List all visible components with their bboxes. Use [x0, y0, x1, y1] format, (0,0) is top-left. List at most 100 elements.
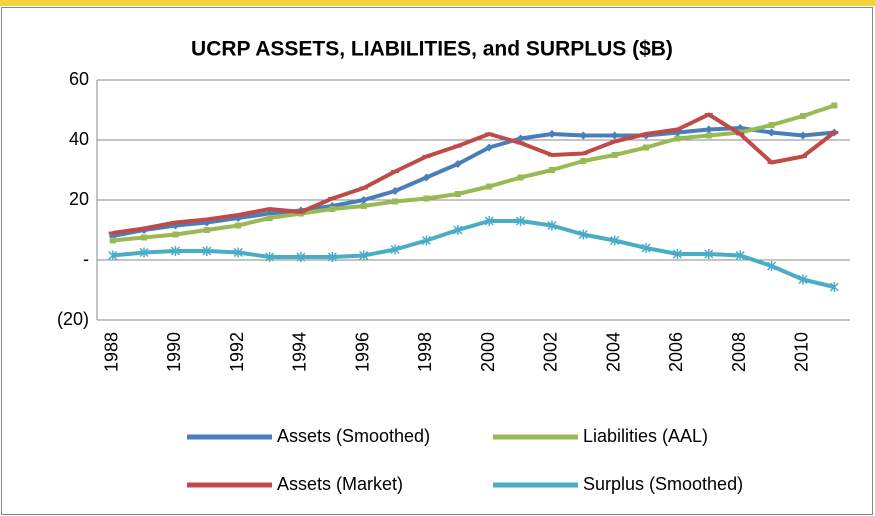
y-tick-label: 60: [69, 69, 89, 89]
marker: [735, 250, 745, 261]
marker: [673, 128, 682, 131]
marker: [202, 218, 211, 221]
marker: [798, 131, 807, 140]
marker: [611, 152, 618, 158]
marker: [516, 141, 525, 145]
marker: [235, 222, 242, 229]
marker: [453, 144, 462, 148]
x-tick-label: 2004: [603, 332, 623, 372]
x-tick-label: 1994: [290, 332, 310, 372]
marker: [799, 113, 806, 119]
marker: [140, 227, 149, 230]
top-strip: [0, 0, 875, 6]
marker: [798, 274, 808, 285]
marker: [359, 186, 368, 190]
marker: [296, 210, 305, 214]
marker: [359, 250, 369, 261]
marker: [672, 249, 682, 259]
marker: [454, 191, 461, 197]
chart-border: [1, 7, 873, 515]
x-tick-label: 2010: [792, 332, 812, 372]
x-tick-label: 1998: [415, 332, 435, 372]
series-line: [112, 219, 835, 289]
marker: [265, 252, 275, 262]
marker: [139, 247, 149, 258]
series-line: [112, 103, 835, 243]
marker: [392, 198, 399, 205]
marker: [704, 113, 713, 116]
marker: [453, 225, 463, 235]
series-line: [112, 112, 836, 235]
series-line: [112, 126, 835, 238]
marker: [579, 152, 588, 155]
marker: [233, 247, 243, 258]
chart-title: UCRP ASSETS, LIABILITIES, and SURPLUS ($…: [191, 38, 673, 61]
marker: [767, 161, 776, 164]
marker: [266, 215, 273, 221]
marker: [767, 261, 777, 271]
marker: [578, 229, 588, 240]
legend-label: Assets (Smoothed): [277, 426, 430, 446]
marker: [203, 227, 210, 233]
x-tick-label: 1990: [164, 332, 184, 372]
marker: [391, 170, 400, 173]
marker: [108, 250, 118, 261]
marker: [547, 220, 557, 231]
marker: [768, 122, 775, 128]
marker: [547, 130, 556, 138]
marker: [421, 235, 431, 246]
marker: [704, 249, 714, 259]
marker: [580, 158, 587, 164]
marker: [642, 132, 651, 136]
marker: [486, 183, 493, 190]
y-tick-label: (20): [57, 309, 89, 329]
marker: [172, 231, 179, 238]
legend-label: Surplus (Smoothed): [583, 474, 743, 494]
x-tick-label: 1988: [101, 332, 121, 372]
marker: [485, 132, 494, 136]
marker: [485, 143, 494, 152]
marker: [516, 216, 526, 226]
marker: [705, 132, 712, 139]
marker: [484, 216, 494, 226]
x-tick-label: 2000: [478, 332, 498, 372]
marker: [610, 140, 619, 143]
marker: [422, 155, 431, 158]
marker: [328, 197, 337, 200]
marker: [171, 221, 180, 224]
legend-label: Assets (Market): [277, 474, 403, 494]
marker: [390, 244, 400, 255]
marker: [579, 131, 588, 140]
marker: [359, 196, 368, 204]
marker: [736, 132, 745, 136]
x-tick-label: 2008: [729, 332, 749, 372]
marker: [830, 131, 839, 134]
marker: [674, 135, 681, 142]
marker: [391, 187, 400, 195]
marker: [453, 160, 462, 168]
x-tick-label: 1992: [227, 332, 247, 372]
marker: [641, 243, 651, 253]
marker: [141, 234, 148, 241]
marker: [610, 235, 620, 246]
x-tick-label: 2002: [541, 332, 561, 372]
marker: [767, 128, 776, 137]
marker: [109, 237, 116, 244]
y-tick-label: 20: [69, 189, 89, 209]
marker: [423, 195, 430, 202]
marker: [170, 246, 180, 256]
marker: [547, 153, 556, 157]
y-tick-label: -: [83, 249, 89, 269]
marker: [610, 131, 619, 140]
marker: [234, 213, 243, 217]
marker: [296, 252, 306, 262]
x-tick-label: 1996: [352, 332, 372, 372]
marker: [517, 174, 524, 181]
y-tick-label: 40: [69, 129, 89, 149]
marker: [360, 203, 367, 209]
marker: [704, 125, 713, 134]
marker: [108, 231, 117, 235]
marker: [643, 144, 650, 151]
marker: [329, 206, 336, 212]
